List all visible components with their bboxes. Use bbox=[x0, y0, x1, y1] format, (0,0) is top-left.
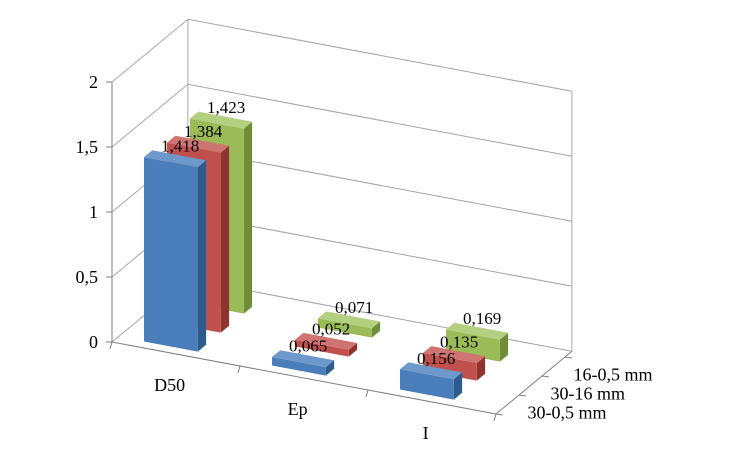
bar-top bbox=[446, 322, 509, 340]
bar-side bbox=[348, 343, 358, 357]
bar-top bbox=[318, 311, 381, 329]
depth-axis-line bbox=[495, 350, 573, 415]
bar-side bbox=[499, 332, 509, 362]
x-tick-mark bbox=[493, 413, 497, 422]
data-label: 0,065 bbox=[289, 337, 327, 356]
bar-top bbox=[144, 150, 207, 168]
data-label: 0,071 bbox=[335, 298, 373, 317]
bar-front bbox=[318, 318, 372, 338]
x-tick-mark bbox=[109, 341, 113, 350]
x-tick-mark bbox=[237, 365, 241, 374]
bar bbox=[423, 346, 486, 381]
bar-front bbox=[295, 339, 349, 357]
data-label: 0,052 bbox=[312, 319, 350, 338]
data-label: 1,418 bbox=[161, 137, 199, 156]
depth-tick-mark bbox=[518, 394, 527, 397]
bar bbox=[318, 311, 381, 338]
depth-tick-mark bbox=[495, 413, 504, 416]
chart-bars bbox=[144, 111, 509, 400]
bar-front bbox=[400, 369, 454, 400]
y-tick-label: 1,5 bbox=[76, 137, 99, 157]
bar-front bbox=[144, 157, 198, 352]
chart-axes bbox=[106, 81, 573, 422]
gridline-2 bbox=[111, 18, 572, 92]
bar-top bbox=[272, 350, 335, 368]
bar-top bbox=[295, 332, 358, 350]
y-tick-label: 0 bbox=[89, 332, 98, 352]
y-tick-label: 0,5 bbox=[76, 267, 99, 287]
y-tick-label: 2 bbox=[89, 72, 98, 92]
bar-side bbox=[371, 321, 381, 338]
bar-side bbox=[476, 356, 486, 381]
x-axis-line bbox=[111, 341, 497, 415]
bar-side bbox=[220, 145, 230, 333]
bar bbox=[400, 362, 463, 400]
series-label: 16-0,5 mm bbox=[574, 365, 653, 385]
bar-side bbox=[453, 372, 463, 400]
data-label: 0,156 bbox=[417, 349, 455, 368]
data-label: 0,135 bbox=[440, 333, 478, 352]
bar bbox=[144, 150, 207, 352]
bar-top bbox=[190, 111, 253, 129]
bar-top bbox=[423, 346, 486, 363]
bar bbox=[295, 332, 358, 357]
bar-front bbox=[272, 357, 326, 376]
category-label: D50 bbox=[154, 375, 185, 395]
category-label: Ep bbox=[288, 399, 308, 419]
bar-top bbox=[400, 362, 463, 380]
data-label: 1,384 bbox=[184, 122, 223, 141]
data-label: 0,169 bbox=[463, 309, 501, 328]
bar-side bbox=[243, 121, 253, 314]
data-label: 1,423 bbox=[207, 98, 245, 117]
bar bbox=[272, 350, 335, 376]
series-label: 30-16 mm bbox=[551, 384, 626, 404]
bar-side bbox=[325, 360, 335, 376]
depth-tick-mark bbox=[541, 375, 550, 378]
y-tick-label: 1 bbox=[89, 202, 98, 222]
series-label: 30-0,5 mm bbox=[528, 403, 607, 423]
category-label: I bbox=[423, 423, 429, 443]
depth-tick-mark bbox=[564, 356, 573, 359]
bar-front bbox=[423, 352, 477, 381]
bar-side bbox=[197, 160, 207, 352]
x-tick-mark bbox=[365, 389, 369, 398]
bar-top bbox=[167, 135, 230, 153]
